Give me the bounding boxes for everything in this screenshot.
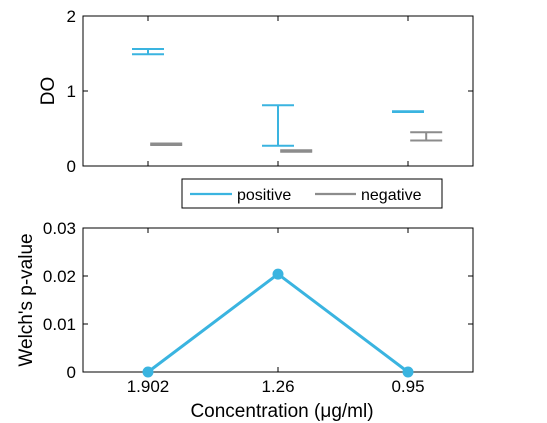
do-y-axis-ticks: 0 1 2 <box>67 7 473 176</box>
legend-box <box>181 178 443 209</box>
do-errorbar-positive-2 <box>392 110 424 113</box>
do-errorbar-positive-1 <box>262 104 294 147</box>
do-y-tick-label-1: 1 <box>67 82 76 101</box>
welch-pvalue-chart: 0 0.01 0.02 0.03 1.902 1.26 0.95 Welch's p-va… <box>16 219 474 422</box>
do-errorbar-negative-1 <box>280 149 313 153</box>
pvalue-y-tick-label-0: 0 <box>67 363 76 382</box>
pvalue-series <box>142 268 414 378</box>
do-errorbar-positive-0 <box>132 48 164 56</box>
legend: positive negative <box>181 178 443 209</box>
do-y-tick-label-2: 2 <box>67 7 76 26</box>
pvalue-y-tick-label-3: 0.03 <box>43 219 76 238</box>
pvalue-x-tick-label-2: 0.95 <box>391 377 424 396</box>
do-y-axis-label: DO <box>38 77 59 106</box>
pvalue-point-1 <box>272 268 284 280</box>
pvalue-point-0 <box>142 366 154 378</box>
pvalue-plot-area <box>82 227 474 373</box>
do-y-tick-label-0: 0 <box>67 157 76 176</box>
do-errorbar-chart: 0 1 2 DO <box>38 7 474 176</box>
pvalue-x-axis-ticks: 1.902 1.26 0.95 <box>127 228 425 396</box>
pvalue-y-tick-label-2: 0.02 <box>43 267 76 286</box>
pvalue-x-tick-label-0: 1.902 <box>127 377 170 396</box>
pvalue-x-axis-label: Concentration (μg/ml) <box>190 401 373 422</box>
pvalue-y-axis-label: Welch's p-value <box>16 233 37 366</box>
pvalue-y-axis-ticks: 0 0.01 0.02 0.03 <box>43 219 473 382</box>
legend-label-positive: positive <box>237 187 291 204</box>
legend-label-negative: negative <box>361 187 422 204</box>
do-errorbar-negative-2 <box>410 131 443 142</box>
pvalue-point-2 <box>402 366 414 378</box>
pvalue-x-tick-label-1: 1.26 <box>261 377 294 396</box>
do-errorbar-negative-0 <box>150 142 183 146</box>
do-error-bars <box>132 48 443 153</box>
pvalue-y-tick-label-1: 0.01 <box>43 315 76 334</box>
